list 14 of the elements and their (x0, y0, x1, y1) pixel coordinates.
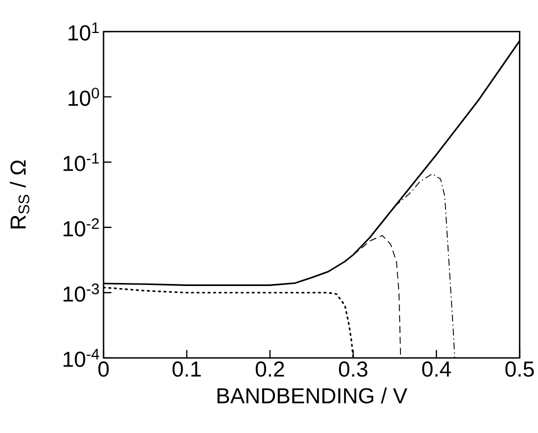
x-axis-title: BANDBENDING / V (218, 388, 408, 404)
y-tick-label: 10$^{1}$ (68, 22, 99, 41)
x-tick-label: 0.1 (172, 361, 201, 377)
y-tick-label: 10$^{-1}$ (64, 153, 99, 172)
y-tick-label: 10$^{0}$ (68, 88, 99, 106)
x-tick-label: 0.2 (256, 361, 284, 377)
y-axis-title: R$_{SS}$ / Ω (10, 160, 30, 228)
x-tick-label: 0.3 (338, 361, 368, 377)
x-tick-label: 0 (98, 361, 109, 377)
x-tick-label: 0.4 (422, 361, 451, 377)
x-tick-label: 0.5 (505, 361, 534, 377)
y-tick-label: 10$^{-3}$ (64, 284, 99, 302)
y-tick-label: 10$^{-4}$ (64, 348, 100, 368)
y-tick-label: 10$^{-2}$ (64, 218, 99, 237)
